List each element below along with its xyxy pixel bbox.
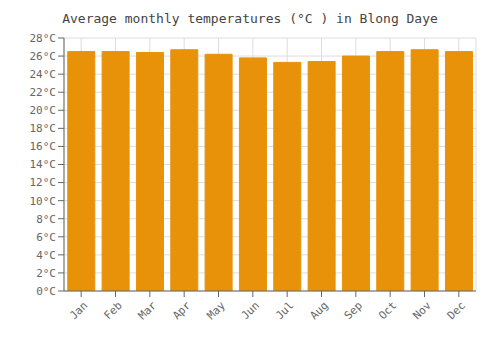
svg-text:8°C: 8°C xyxy=(36,213,56,226)
svg-text:22°C: 22°C xyxy=(30,86,57,99)
svg-text:Apr: Apr xyxy=(170,299,194,323)
svg-text:Mar: Mar xyxy=(136,299,160,323)
svg-text:Feb: Feb xyxy=(101,299,124,322)
svg-text:12°C: 12°C xyxy=(30,176,57,189)
svg-text:Oct: Oct xyxy=(376,299,399,322)
svg-text:May: May xyxy=(204,299,228,323)
svg-text:26°C: 26°C xyxy=(30,50,57,63)
svg-text:4°C: 4°C xyxy=(36,249,56,262)
svg-text:6°C: 6°C xyxy=(36,231,56,244)
svg-text:14°C: 14°C xyxy=(30,158,57,171)
svg-text:Jun: Jun xyxy=(239,299,262,322)
svg-text:Dec: Dec xyxy=(445,299,468,322)
svg-text:Aug: Aug xyxy=(307,299,330,322)
svg-text:10°C: 10°C xyxy=(30,195,57,208)
svg-text:28°C: 28°C xyxy=(30,32,57,45)
svg-text:Jul: Jul xyxy=(273,299,296,322)
svg-text:18°C: 18°C xyxy=(30,122,57,135)
html-text:Average monthly temperatures (: Average monthly temperatures (°C ) in Bl… xyxy=(62,11,438,26)
svg-text:16°C: 16°C xyxy=(30,140,57,153)
svg-text:Sep: Sep xyxy=(342,299,365,322)
svg-text:24°C: 24°C xyxy=(30,68,57,81)
svg-text:Nov: Nov xyxy=(410,299,434,323)
svg-text:0°C: 0°C xyxy=(36,285,56,298)
svg-text:2°C: 2°C xyxy=(36,267,56,280)
svg-text:Jan: Jan xyxy=(67,299,90,322)
svg-text:20°C: 20°C xyxy=(30,104,57,117)
